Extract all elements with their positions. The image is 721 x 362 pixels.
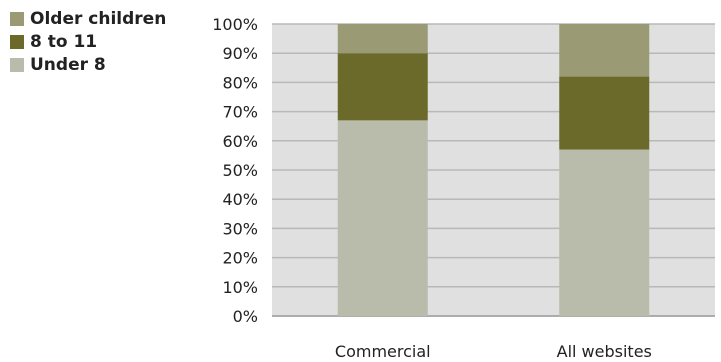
legend-label: 8 to 11 (30, 32, 98, 52)
bar-segment (337, 24, 428, 54)
y-tick-label: 20% (222, 249, 258, 268)
x-tick-label: Commercial (335, 342, 431, 361)
bar-segment (337, 120, 428, 316)
y-tick-label: 100% (212, 15, 258, 34)
legend-label: Under 8 (30, 55, 106, 75)
legend: Older children 8 to 11 Under 8 (10, 8, 166, 77)
y-tick-label: 30% (222, 219, 258, 238)
x-tick-label: All websites (557, 342, 652, 361)
legend-swatch (10, 58, 24, 72)
legend-item: Older children (10, 8, 166, 30)
y-tick-label: 0% (233, 307, 258, 326)
y-tick-label: 80% (222, 73, 258, 92)
bar-segment (337, 53, 428, 121)
y-tick-label: 90% (222, 44, 258, 63)
legend-swatch (10, 12, 24, 26)
bar-segment (559, 149, 650, 316)
bar-segment (559, 24, 650, 77)
y-tick-label: 60% (222, 132, 258, 151)
y-tick-label: 50% (222, 161, 258, 180)
legend-label: Older children (30, 9, 167, 29)
y-tick-label: 10% (222, 278, 258, 297)
bar-segment (559, 76, 650, 150)
legend-item: Under 8 (10, 54, 166, 76)
y-tick-label: 70% (222, 103, 258, 122)
y-tick-label: 40% (222, 190, 258, 209)
legend-swatch (10, 35, 24, 49)
legend-item: 8 to 11 (10, 31, 166, 53)
